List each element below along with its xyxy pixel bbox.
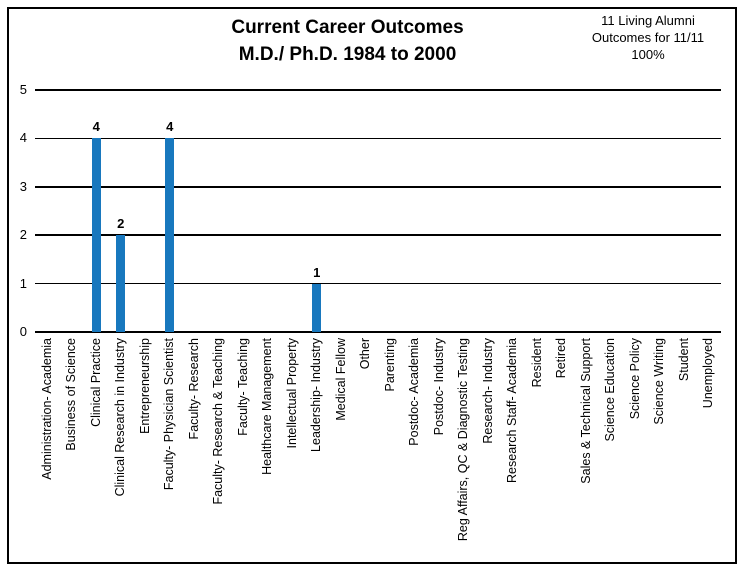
y-axis-tick-label: 0 — [19, 324, 27, 339]
bar — [116, 235, 126, 332]
gridline — [35, 186, 721, 188]
x-axis-category-label: Research- Industry — [480, 338, 495, 444]
x-axis-category-label: Science Writing — [652, 338, 667, 425]
x-axis-category-label: Research Staff- Academia — [505, 338, 520, 483]
x-axis-category-label: Unemployed — [701, 338, 716, 409]
y-axis-tick-label: 3 — [19, 178, 27, 194]
y-axis-tick-label: 5 — [19, 82, 27, 97]
x-axis-category-label: Science Policy — [627, 338, 642, 420]
x-axis-category-label: Resident — [529, 338, 544, 388]
bar — [165, 138, 175, 332]
bar — [91, 138, 101, 332]
x-axis-category-label: Reg Affairs, QC & Diagnostic Testing — [456, 338, 471, 542]
x-axis-category-label: Postdoc- Academia — [407, 338, 422, 446]
x-axis-category-label: Clinical Research in Industry — [113, 338, 128, 497]
x-axis-category-label: Healthcare Management — [260, 338, 275, 475]
x-axis-category-label: Faculty- Physician Scientist — [162, 338, 177, 491]
bar-value-label: 4 — [166, 119, 174, 135]
gridline — [35, 234, 721, 236]
x-axis-category-label: Sales & Technical Support — [578, 338, 593, 484]
y-axis-tick-label: 2 — [19, 227, 27, 243]
chart-title: Current Career Outcomes M.D./ Ph.D. 1984… — [60, 14, 635, 68]
x-axis-category-label: Parenting — [382, 338, 397, 392]
chart-border-frame — [7, 7, 737, 564]
y-axis-tick-label: 4 — [19, 130, 27, 146]
annotation-line2: Outcomes for 11/11 — [591, 30, 705, 45]
annotation-line1: 11 Living Alumni — [601, 13, 695, 28]
x-axis-category-label: Student — [676, 338, 691, 382]
x-axis-category-label: Entrepreneurship — [137, 338, 152, 434]
x-axis-category-label: Faculty- Research — [186, 338, 201, 440]
x-axis-category-label: Leadership- Industry — [309, 338, 324, 452]
x-axis-category-label: Medical Fellow — [333, 338, 348, 421]
bar-value-label: 4 — [92, 119, 100, 135]
chart-title-line2: M.D./ Ph.D. 1984 to 2000 — [238, 44, 457, 65]
x-axis-category-label: Clinical Practice — [88, 338, 103, 427]
y-axis-tick-label: 1 — [19, 275, 27, 291]
x-axis-category-label: Other — [358, 338, 373, 370]
bar-value-label: 1 — [313, 264, 321, 280]
gridline — [35, 282, 721, 285]
x-axis-category-label: Faculty- Research & Teaching — [211, 338, 226, 505]
x-axis-category-label: Postdoc- Industry — [431, 338, 446, 436]
annotation-line3: 100% — [631, 47, 665, 62]
alumni-count-annotation: 11 Living Alumni Outcomes for 11/11 100% — [563, 12, 733, 63]
chart-title-line1: Current Career Outcomes — [231, 17, 464, 38]
x-axis-category-label: Retired — [554, 338, 569, 379]
x-axis-category-label: Science Education — [603, 338, 618, 442]
x-axis-category-label: Intellectual Property — [284, 338, 299, 449]
x-axis-category-label: Administration- Academia — [39, 338, 54, 480]
bar-value-label: 2 — [117, 216, 125, 232]
x-axis-category-label: Faculty- Teaching — [235, 338, 250, 436]
x-axis-category-label: Business of Science — [64, 338, 79, 451]
gridline — [35, 331, 721, 333]
gridline — [35, 89, 721, 91]
gridline — [35, 137, 721, 140]
bar — [312, 283, 322, 332]
